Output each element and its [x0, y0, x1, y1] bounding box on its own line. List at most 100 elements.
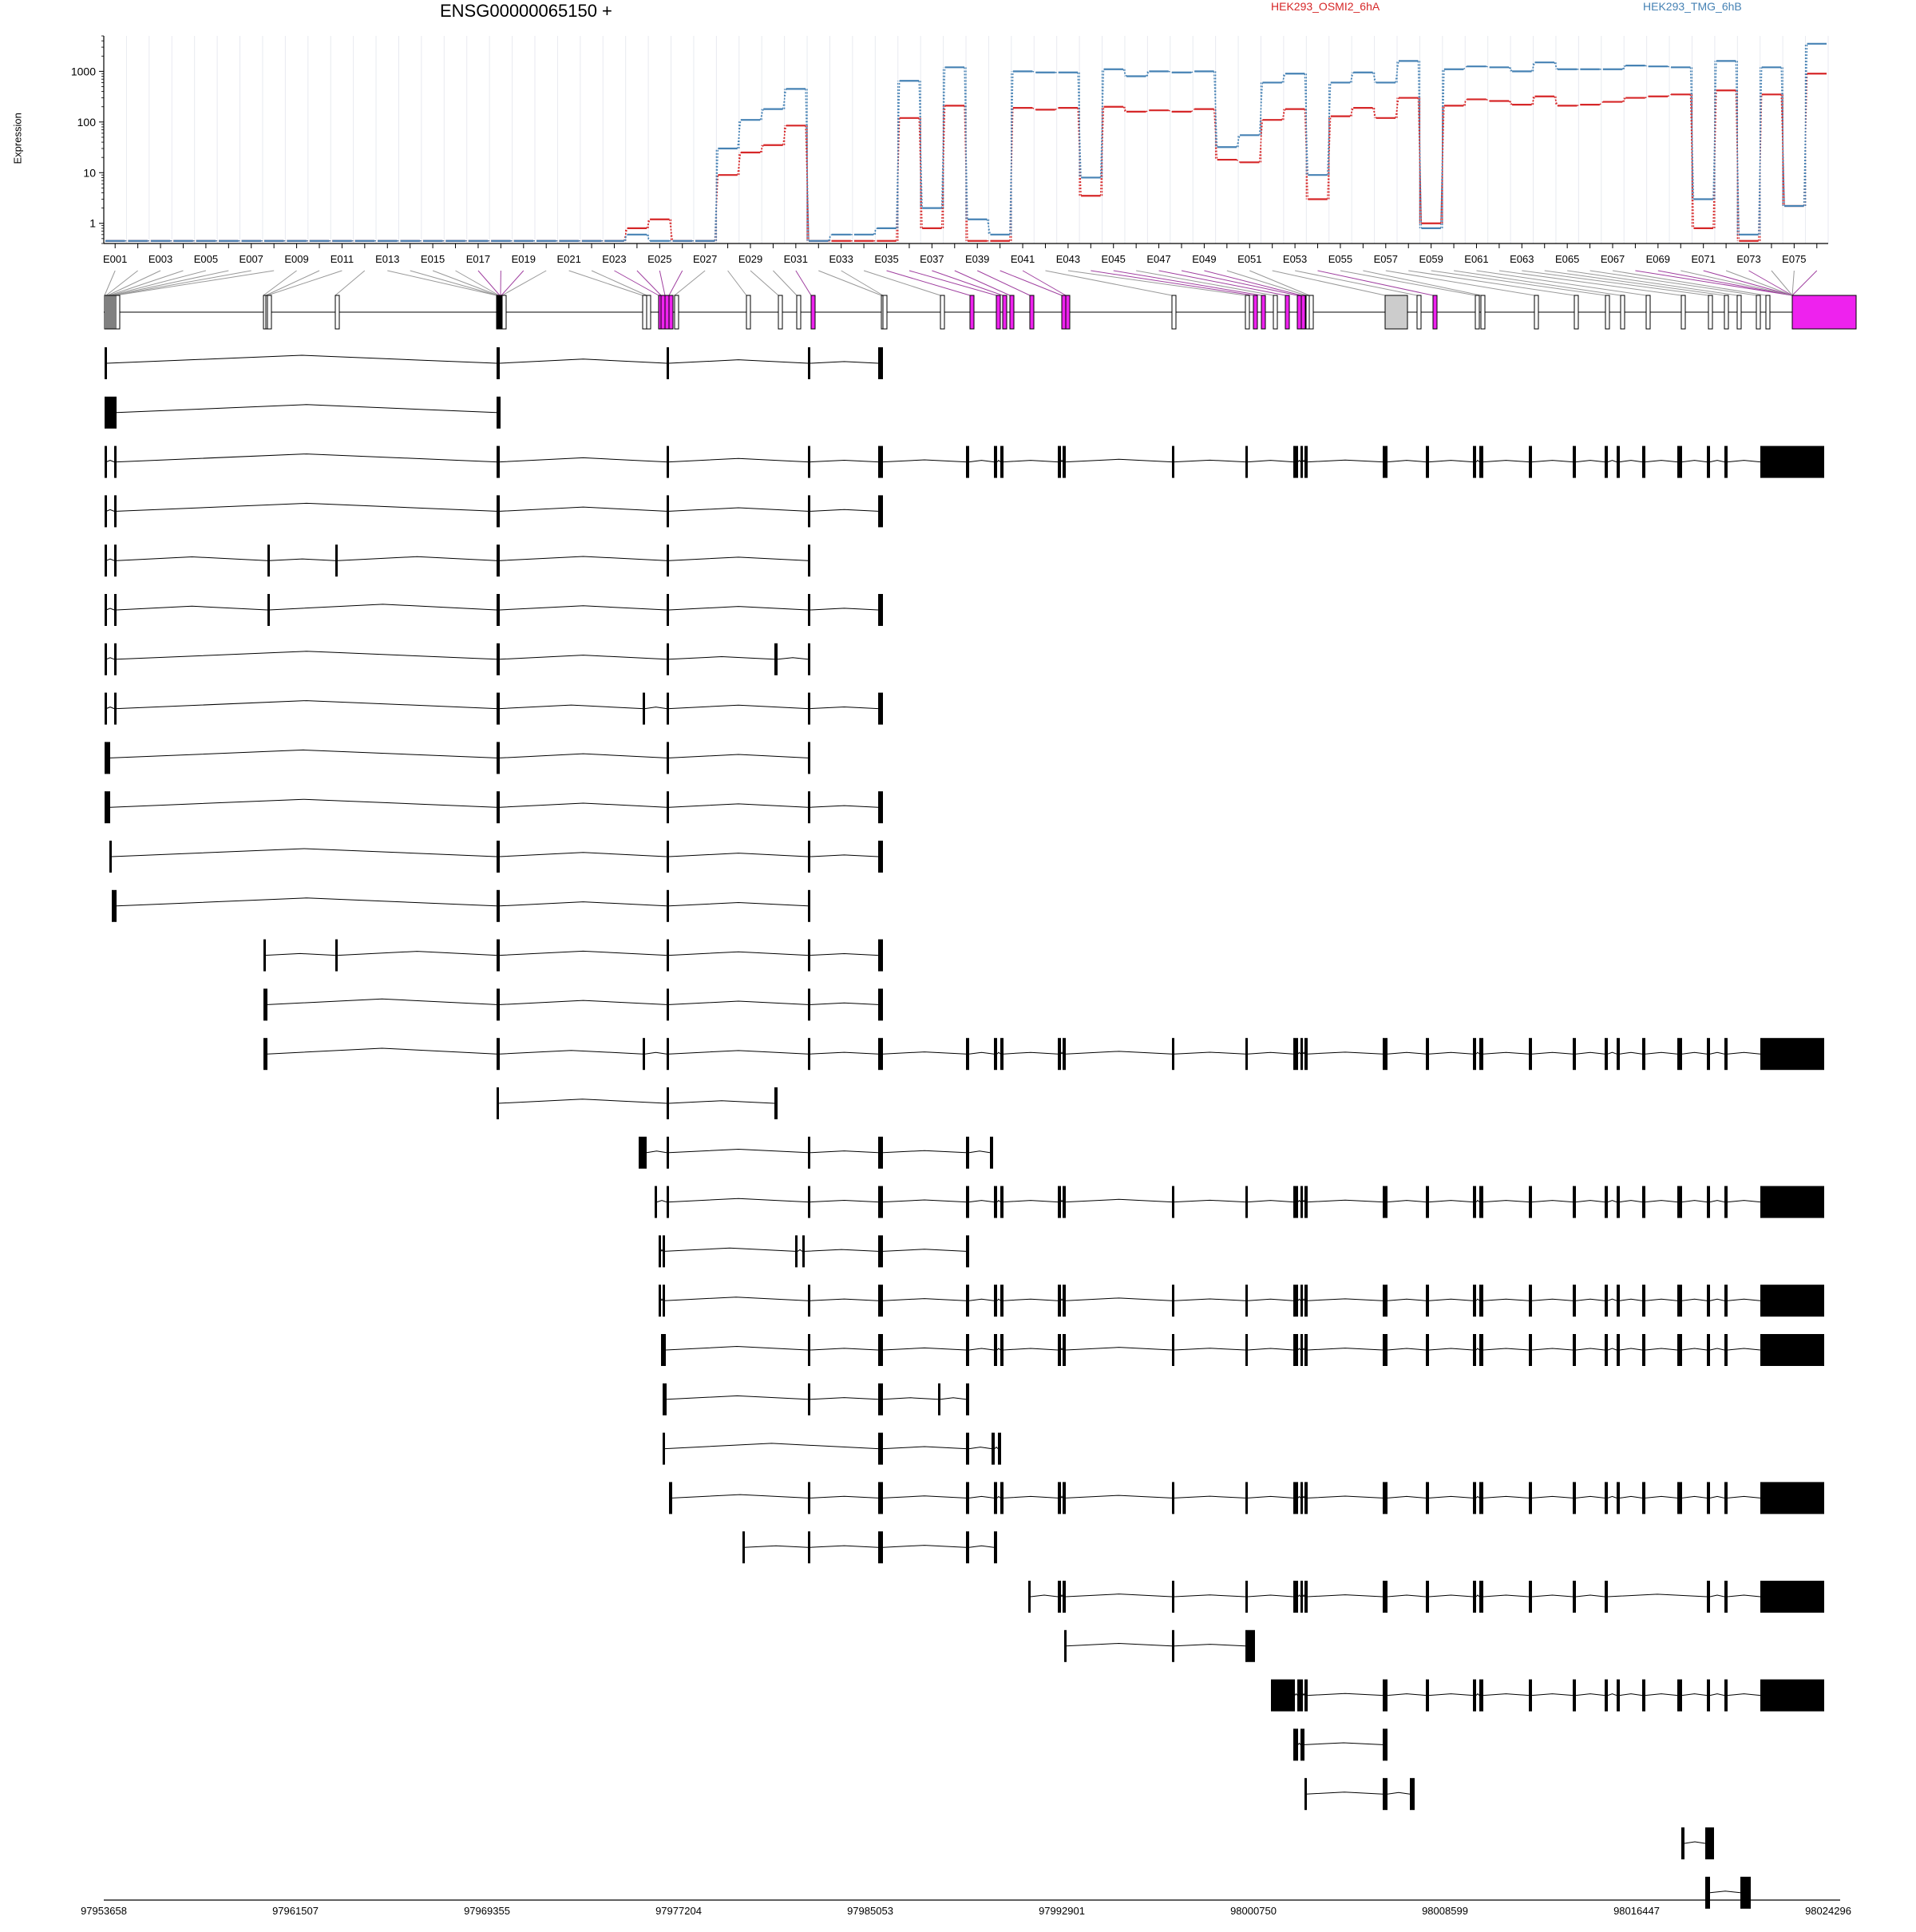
transcript-exon — [808, 791, 810, 824]
gene-exon — [1620, 295, 1625, 330]
transcript-track — [105, 643, 810, 675]
transcript-exon — [1529, 1482, 1532, 1514]
series-connector — [1190, 70, 1195, 73]
genomic-connector — [841, 270, 884, 296]
transcript-exon — [994, 1038, 997, 1071]
transcript-intron — [1247, 460, 1294, 463]
genomic-connector — [591, 270, 647, 296]
genomic-tick-label: 98000750 — [1230, 1905, 1277, 1917]
transcript-exon — [1705, 1827, 1714, 1859]
genomic-connector — [1226, 270, 1307, 296]
transcript-exon — [1473, 1581, 1476, 1613]
transcript-exon — [1300, 1285, 1303, 1317]
transcript-track — [1064, 1629, 1255, 1662]
exon-label: E007 — [240, 253, 263, 265]
transcript-track — [669, 1482, 1824, 1514]
transcript-exon — [1760, 1334, 1824, 1366]
transcript-exon — [1063, 1334, 1066, 1366]
transcript-exon — [1300, 445, 1303, 478]
transcript-intron — [1387, 1298, 1427, 1301]
transcript-intron — [994, 1446, 999, 1449]
transcript-exon — [808, 841, 810, 873]
transcript-intron — [1302, 1347, 1305, 1351]
transcript-exon — [1707, 1186, 1710, 1218]
transcript-exon — [878, 1334, 883, 1366]
transcript-exon — [878, 988, 883, 1021]
transcript-intron — [660, 1249, 663, 1252]
gene-exon — [1261, 295, 1266, 330]
transcript-intron — [1681, 1495, 1708, 1498]
transcript-intron — [105, 608, 115, 611]
transcript-exon — [878, 445, 883, 478]
transcript-exon — [1529, 1038, 1532, 1071]
transcript-exon — [1473, 1482, 1476, 1514]
transcript-intron — [1475, 1051, 1480, 1055]
transcript-intron — [499, 358, 667, 364]
transcript-exon — [1617, 1334, 1620, 1366]
transcript-track — [263, 939, 883, 972]
transcript-exon — [663, 1383, 667, 1415]
transcript-exon — [497, 544, 500, 577]
transcript-intron — [1297, 1495, 1301, 1498]
transcript-exon — [1063, 1186, 1066, 1218]
legend-tmg-label: HEK293_TMG_6hB — [1643, 0, 1742, 13]
transcript-exon — [1573, 1581, 1576, 1613]
transcript-intron — [1709, 1298, 1725, 1301]
transcript-exon — [1617, 1186, 1620, 1218]
gene-exon — [1791, 295, 1857, 330]
transcript-intron — [1727, 1495, 1761, 1498]
transcript-exon — [938, 1383, 940, 1415]
transcript-track — [105, 396, 501, 429]
transcript-exon — [1724, 1038, 1728, 1071]
transcript-exon — [1605, 1038, 1608, 1071]
transcript-intron — [1065, 1297, 1173, 1301]
series-connector — [1190, 109, 1195, 113]
transcript-intron — [810, 706, 879, 710]
transcript-exon — [1617, 1285, 1620, 1317]
transcript-intron — [882, 1347, 967, 1351]
transcript-intron — [1709, 1051, 1725, 1055]
series-connector — [1599, 101, 1604, 105]
transcript-exon — [497, 396, 501, 429]
transcript-intron — [1304, 1742, 1384, 1745]
transcript-exon — [742, 1531, 745, 1564]
series-connector — [1099, 69, 1105, 178]
gene-exon — [1708, 295, 1713, 330]
genomic-connector — [335, 270, 366, 296]
exon-label: E035 — [874, 253, 898, 265]
transcript-intron — [1247, 1051, 1294, 1055]
transcript-intron — [105, 707, 115, 710]
transcript-intron — [1307, 1692, 1384, 1696]
transcript-intron — [1709, 1594, 1725, 1597]
transcript-intron — [268, 558, 336, 561]
transcript-intron — [1575, 1693, 1605, 1696]
series-connector — [1780, 67, 1785, 207]
transcript-intron — [810, 459, 879, 463]
genomic-connector — [568, 270, 643, 296]
transcript-exon — [808, 988, 810, 1021]
transcript-exon — [1293, 1038, 1298, 1071]
transcript-intron — [111, 848, 497, 857]
genomic-connector — [773, 270, 798, 296]
exon-label: E045 — [1102, 253, 1126, 265]
gene-exon — [335, 295, 340, 330]
transcript-intron — [499, 704, 643, 710]
transcript-intron — [1619, 460, 1643, 463]
transcript-intron — [1060, 1347, 1063, 1351]
transcript-intron — [1387, 460, 1427, 463]
transcript-exon — [1058, 1482, 1061, 1514]
transcript-exon — [808, 1334, 810, 1366]
genomic-connector — [105, 270, 138, 296]
transcript-exon — [497, 643, 500, 675]
transcript-exon — [878, 1136, 883, 1169]
transcript-exon — [497, 495, 500, 528]
exon-label: E059 — [1419, 253, 1443, 265]
transcript-exon — [497, 594, 500, 626]
series-connector — [1645, 65, 1649, 67]
transcript-track — [105, 692, 883, 725]
transcript-intron — [1065, 1347, 1173, 1351]
transcript-exon — [1473, 1038, 1476, 1071]
transcript-intron — [1302, 1298, 1305, 1301]
transcript-intron — [1174, 1644, 1246, 1647]
transcript-exon — [667, 988, 669, 1021]
